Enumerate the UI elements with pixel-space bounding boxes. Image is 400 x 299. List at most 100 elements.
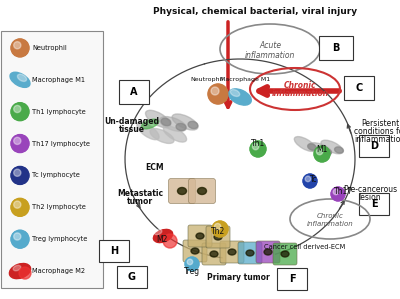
Ellipse shape [172, 114, 198, 130]
Ellipse shape [10, 72, 30, 87]
Text: H: H [110, 246, 118, 256]
Ellipse shape [153, 229, 173, 242]
Text: tissue: tissue [119, 124, 145, 133]
Text: G: G [128, 272, 136, 282]
Ellipse shape [294, 137, 316, 151]
Circle shape [11, 39, 29, 57]
Ellipse shape [210, 251, 218, 257]
Text: ECM: ECM [146, 162, 164, 172]
Text: Physical, chemical bacterial, viral injury: Physical, chemical bacterial, viral inju… [153, 7, 357, 16]
Text: M1: M1 [316, 146, 328, 155]
Text: Chronic: Chronic [316, 213, 344, 219]
Circle shape [333, 189, 339, 195]
Text: tumor: tumor [127, 198, 153, 207]
Text: Tc lymphocyte: Tc lymphocyte [32, 173, 80, 179]
Circle shape [252, 144, 259, 150]
Ellipse shape [322, 149, 332, 155]
Circle shape [14, 233, 21, 240]
Text: Treg lymphocyte: Treg lymphocyte [32, 236, 87, 242]
Ellipse shape [176, 123, 186, 131]
Ellipse shape [308, 143, 332, 155]
Circle shape [11, 103, 29, 121]
FancyBboxPatch shape [117, 266, 147, 288]
Ellipse shape [191, 248, 199, 254]
Ellipse shape [228, 249, 236, 255]
FancyBboxPatch shape [344, 76, 374, 100]
Ellipse shape [264, 249, 272, 255]
Text: lesion: lesion [359, 193, 381, 202]
FancyBboxPatch shape [256, 241, 280, 263]
Text: inflammation: inflammation [272, 89, 328, 98]
Text: inflammation: inflammation [354, 135, 400, 144]
Text: inflammation: inflammation [307, 221, 353, 227]
Ellipse shape [150, 129, 174, 144]
Text: A: A [130, 87, 138, 97]
FancyBboxPatch shape [359, 135, 389, 157]
Text: C: C [355, 83, 363, 93]
Ellipse shape [229, 89, 251, 105]
Ellipse shape [246, 250, 254, 256]
Circle shape [163, 234, 177, 248]
Ellipse shape [188, 121, 198, 129]
FancyBboxPatch shape [277, 268, 307, 290]
Text: Neutrophil: Neutrophil [190, 77, 224, 82]
Ellipse shape [196, 233, 204, 239]
FancyBboxPatch shape [188, 179, 216, 204]
Circle shape [11, 230, 29, 248]
Text: Th1 lymphocyte: Th1 lymphocyte [32, 109, 86, 115]
Text: F: F [289, 274, 295, 284]
Circle shape [14, 201, 21, 208]
Ellipse shape [321, 140, 343, 154]
Text: Neutrophil: Neutrophil [32, 45, 67, 51]
Circle shape [316, 148, 323, 155]
Circle shape [250, 141, 266, 157]
FancyBboxPatch shape [359, 193, 389, 215]
Circle shape [305, 176, 311, 182]
Ellipse shape [164, 126, 186, 142]
Circle shape [314, 146, 330, 162]
Circle shape [212, 221, 228, 237]
FancyBboxPatch shape [238, 242, 262, 264]
Text: Treg: Treg [184, 266, 200, 275]
FancyBboxPatch shape [319, 36, 353, 60]
Circle shape [14, 137, 21, 144]
Text: Metastatic: Metastatic [117, 190, 163, 199]
FancyBboxPatch shape [168, 179, 196, 204]
Ellipse shape [214, 234, 222, 240]
Ellipse shape [160, 117, 186, 131]
Text: Persistent: Persistent [361, 120, 399, 129]
Circle shape [14, 105, 21, 113]
Text: E: E [371, 199, 377, 209]
Ellipse shape [137, 122, 159, 140]
Circle shape [19, 267, 31, 279]
FancyBboxPatch shape [273, 243, 297, 265]
Circle shape [303, 174, 317, 188]
Circle shape [14, 42, 21, 49]
Ellipse shape [308, 144, 316, 150]
Circle shape [331, 187, 345, 201]
FancyBboxPatch shape [119, 80, 149, 104]
FancyBboxPatch shape [188, 225, 212, 247]
Ellipse shape [198, 187, 206, 195]
Text: Th17: Th17 [334, 187, 354, 196]
Ellipse shape [281, 251, 289, 257]
Text: Acute: Acute [259, 42, 281, 51]
Text: B: B [332, 43, 340, 53]
Ellipse shape [178, 187, 186, 195]
Ellipse shape [146, 110, 170, 128]
Ellipse shape [154, 229, 162, 235]
FancyBboxPatch shape [220, 241, 244, 263]
Text: Tc: Tc [310, 175, 318, 184]
FancyBboxPatch shape [1, 31, 103, 288]
Text: Macrophage M1: Macrophage M1 [32, 77, 85, 83]
Text: Primary tumor: Primary tumor [207, 272, 269, 281]
Circle shape [14, 169, 21, 176]
Text: conditions for: conditions for [354, 127, 400, 137]
FancyBboxPatch shape [183, 240, 207, 262]
FancyBboxPatch shape [206, 226, 230, 248]
Circle shape [185, 257, 199, 271]
Circle shape [208, 84, 228, 104]
Ellipse shape [142, 119, 158, 129]
Ellipse shape [161, 118, 171, 126]
Circle shape [11, 198, 29, 216]
